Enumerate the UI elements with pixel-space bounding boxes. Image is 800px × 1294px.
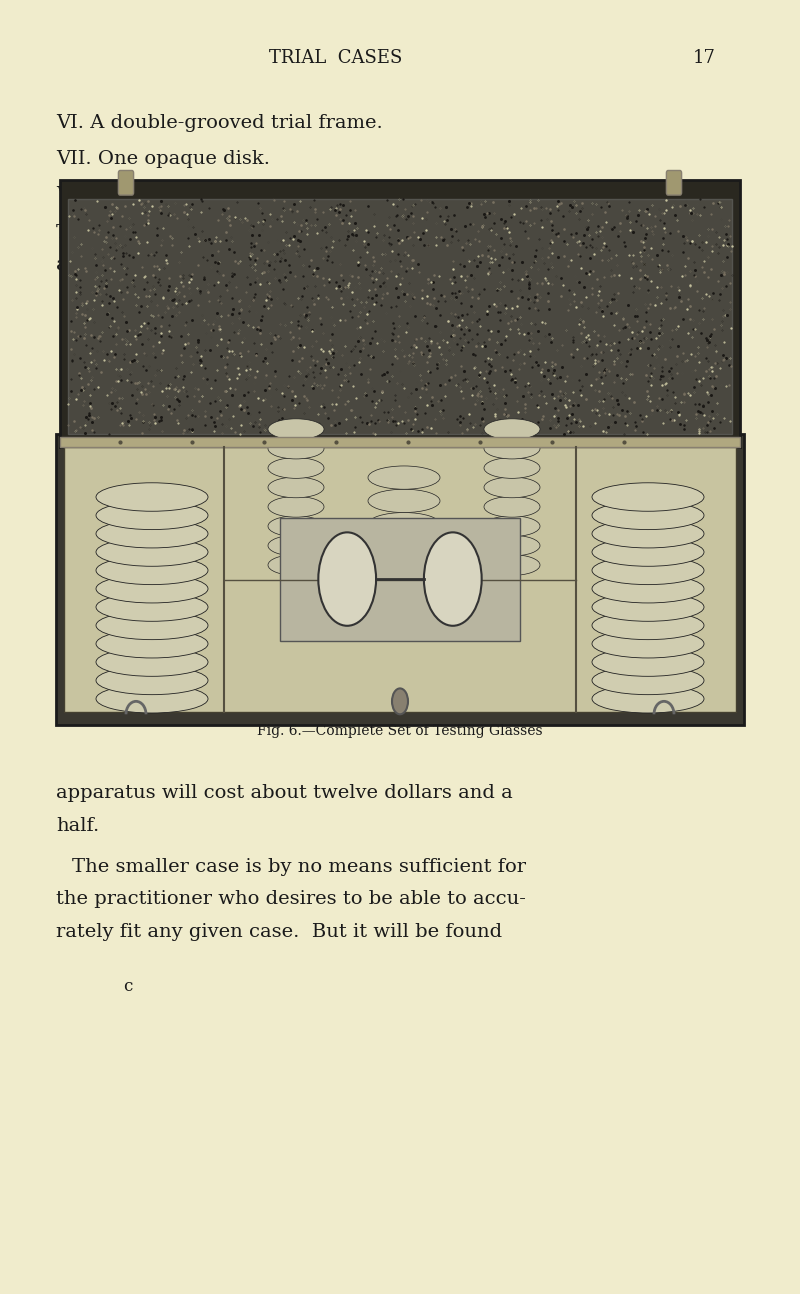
Bar bbox=[280, 518, 520, 641]
Ellipse shape bbox=[484, 458, 540, 479]
Text: VII. One opaque disk.: VII. One opaque disk. bbox=[56, 150, 270, 168]
Ellipse shape bbox=[96, 556, 208, 585]
Ellipse shape bbox=[368, 559, 440, 582]
FancyBboxPatch shape bbox=[666, 171, 682, 195]
Ellipse shape bbox=[484, 419, 540, 440]
Text: 17: 17 bbox=[693, 49, 715, 67]
Ellipse shape bbox=[592, 519, 704, 547]
Ellipse shape bbox=[592, 593, 704, 621]
Ellipse shape bbox=[368, 536, 440, 559]
Text: at any optician’s in the large cities.  The whole: at any optician’s in the large cities. T… bbox=[56, 256, 520, 274]
Text: the practitioner who desires to be able to accu-: the practitioner who desires to be able … bbox=[56, 890, 526, 908]
Ellipse shape bbox=[484, 477, 540, 498]
Circle shape bbox=[424, 532, 482, 626]
Text: c: c bbox=[123, 977, 133, 995]
Text: half.: half. bbox=[56, 817, 99, 835]
Ellipse shape bbox=[268, 516, 324, 537]
Text: apparatus will cost about twelve dollars and a: apparatus will cost about twelve dollars… bbox=[56, 784, 513, 802]
Ellipse shape bbox=[268, 458, 324, 479]
Ellipse shape bbox=[96, 629, 208, 657]
Bar bbox=[68, 199, 732, 435]
Ellipse shape bbox=[268, 497, 324, 518]
Ellipse shape bbox=[268, 439, 324, 459]
Ellipse shape bbox=[368, 582, 440, 606]
Text: The smaller case is by no means sufficient for: The smaller case is by no means sufficie… bbox=[72, 858, 526, 876]
Ellipse shape bbox=[96, 538, 208, 567]
Ellipse shape bbox=[368, 489, 440, 512]
Ellipse shape bbox=[592, 501, 704, 529]
Ellipse shape bbox=[268, 477, 324, 498]
Ellipse shape bbox=[592, 611, 704, 639]
Ellipse shape bbox=[592, 538, 704, 567]
Ellipse shape bbox=[96, 648, 208, 677]
Ellipse shape bbox=[484, 555, 540, 576]
Bar bbox=[60, 180, 740, 448]
Ellipse shape bbox=[484, 439, 540, 459]
Ellipse shape bbox=[592, 629, 704, 657]
Circle shape bbox=[392, 688, 408, 714]
FancyBboxPatch shape bbox=[118, 171, 134, 195]
Ellipse shape bbox=[96, 685, 208, 713]
Text: These glasses and test-types may be procured: These glasses and test-types may be proc… bbox=[56, 224, 513, 242]
Ellipse shape bbox=[592, 685, 704, 713]
Ellipse shape bbox=[96, 519, 208, 547]
Ellipse shape bbox=[368, 466, 440, 489]
Ellipse shape bbox=[96, 575, 208, 603]
Ellipse shape bbox=[96, 593, 208, 621]
Text: VIII. One red disk.: VIII. One red disk. bbox=[56, 186, 238, 204]
Ellipse shape bbox=[592, 648, 704, 677]
Ellipse shape bbox=[96, 501, 208, 529]
Text: TRIAL  CASES: TRIAL CASES bbox=[270, 49, 402, 67]
Ellipse shape bbox=[592, 575, 704, 603]
Ellipse shape bbox=[592, 556, 704, 585]
Ellipse shape bbox=[268, 536, 324, 556]
Ellipse shape bbox=[484, 497, 540, 518]
Ellipse shape bbox=[268, 555, 324, 576]
Ellipse shape bbox=[368, 512, 440, 536]
Ellipse shape bbox=[484, 516, 540, 537]
Ellipse shape bbox=[96, 666, 208, 695]
Ellipse shape bbox=[268, 419, 324, 440]
Ellipse shape bbox=[96, 483, 208, 511]
Ellipse shape bbox=[592, 483, 704, 511]
Bar bbox=[64, 448, 736, 712]
Text: VI. A double-grooved trial frame.: VI. A double-grooved trial frame. bbox=[56, 114, 382, 132]
Ellipse shape bbox=[592, 666, 704, 695]
Text: Fig. 6.—Complete Set of Testing Glasses: Fig. 6.—Complete Set of Testing Glasses bbox=[257, 725, 543, 738]
Bar bbox=[60, 437, 740, 448]
Text: rately fit any given case.  But it will be found: rately fit any given case. But it will b… bbox=[56, 923, 502, 941]
Ellipse shape bbox=[96, 611, 208, 639]
Circle shape bbox=[318, 532, 376, 626]
Ellipse shape bbox=[484, 536, 540, 556]
Bar bbox=[56, 435, 744, 725]
